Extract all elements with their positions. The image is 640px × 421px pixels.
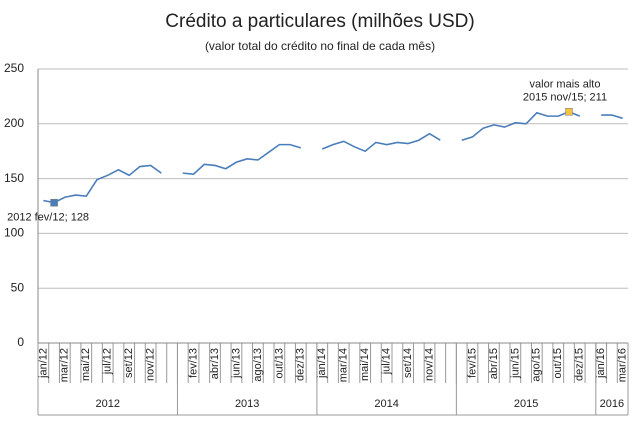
x-tick-label: mai/12 bbox=[80, 348, 92, 381]
x-tick-label: out/13 bbox=[273, 348, 285, 379]
x-tick-label: jan/12 bbox=[37, 348, 49, 379]
annotation: 2012 fev/12; 128 bbox=[7, 212, 89, 224]
y-tick-label: 250 bbox=[4, 61, 24, 75]
x-tick-label: nov/12 bbox=[145, 348, 157, 381]
x-tick-label: out/15 bbox=[552, 348, 564, 379]
y-tick-label: 100 bbox=[4, 226, 24, 240]
series-line bbox=[461, 110, 581, 142]
x-tick-label: mar/16 bbox=[617, 348, 629, 382]
x-tick-label: mai/14 bbox=[359, 348, 371, 381]
x-tick-label: dez/13 bbox=[295, 348, 307, 381]
x-tick-label: nov/14 bbox=[423, 348, 435, 381]
x-tick-label: jun/13 bbox=[230, 348, 242, 379]
x-tick-label: abr/15 bbox=[488, 348, 500, 379]
series-line bbox=[43, 164, 162, 204]
year-label: 2012 bbox=[95, 398, 119, 410]
x-tick-label: jan/16 bbox=[595, 348, 607, 379]
annotation: valor mais alto bbox=[530, 79, 601, 91]
y-tick-label: 0 bbox=[17, 335, 24, 349]
year-label: 2014 bbox=[374, 398, 398, 410]
series-line bbox=[182, 143, 302, 176]
chart-title: Crédito a particulares (milhões USD) bbox=[165, 11, 474, 32]
x-tick-label: abr/13 bbox=[209, 348, 221, 379]
x-tick-label: fev/13 bbox=[187, 348, 199, 378]
x-tick-label: set/12 bbox=[123, 348, 135, 378]
x-tick-label: jun/15 bbox=[509, 348, 521, 379]
highlight-marker bbox=[50, 198, 58, 207]
y-tick-label: 50 bbox=[11, 280, 25, 294]
series-line bbox=[321, 132, 441, 153]
annotation: 2015 nov/15; 211 bbox=[523, 92, 607, 104]
x-tick-label: ago/15 bbox=[531, 348, 543, 382]
y-tick-label: 200 bbox=[4, 116, 24, 130]
x-tick-label: fev/15 bbox=[466, 348, 478, 378]
y-tick-label: 150 bbox=[4, 171, 24, 185]
x-tick-label: jul/14 bbox=[381, 348, 393, 375]
x-tick-label: mar/12 bbox=[59, 348, 71, 382]
year-label: 2013 bbox=[235, 398, 259, 410]
x-tick-label: jan/14 bbox=[316, 348, 328, 379]
year-label: 2016 bbox=[600, 398, 624, 410]
chart-subtitle: (valor total do crédito no final de cada… bbox=[205, 39, 435, 53]
x-tick-label: ago/13 bbox=[252, 348, 264, 382]
x-tick-label: dez/15 bbox=[574, 348, 586, 381]
x-tick-label: set/14 bbox=[402, 348, 414, 378]
x-tick-label: jul/12 bbox=[102, 348, 114, 375]
highlight-marker bbox=[565, 107, 573, 116]
series-line bbox=[601, 114, 623, 120]
x-tick-label: mar/14 bbox=[338, 348, 350, 382]
year-label: 2015 bbox=[514, 398, 538, 410]
